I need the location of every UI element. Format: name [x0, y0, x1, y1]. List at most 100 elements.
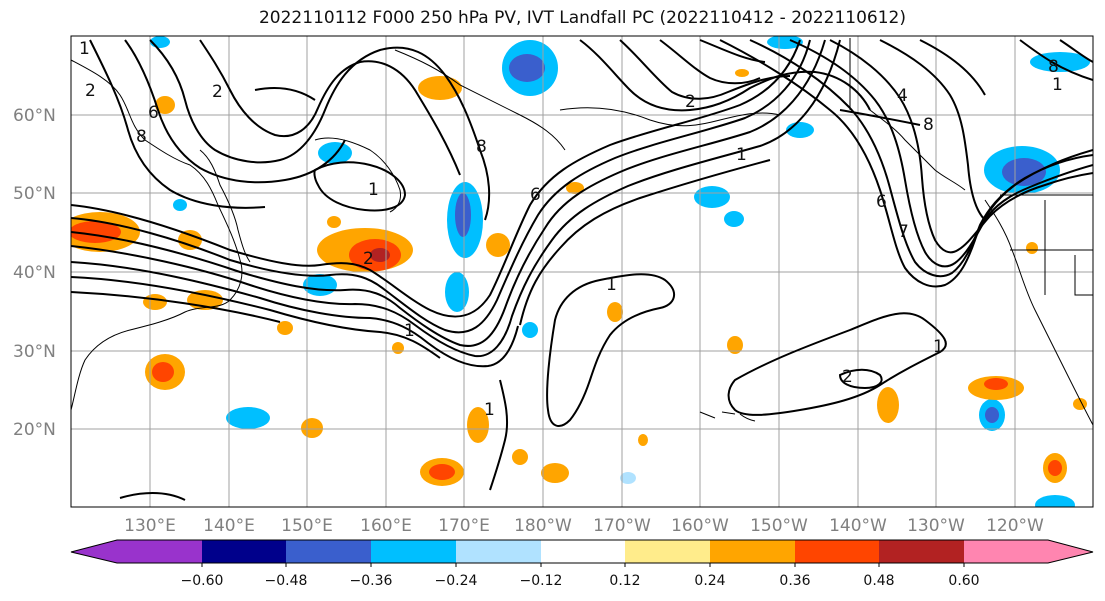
positive-anomaly-region — [1048, 460, 1062, 476]
contour-label: 8 — [1048, 57, 1059, 77]
longitude-label: 120°W — [986, 516, 1044, 536]
longitude-label: 180°W — [514, 516, 572, 536]
colorbar-tick-label: 0.48 — [863, 573, 894, 589]
contour-label: 2 — [212, 82, 223, 102]
negative-anomaly-region — [445, 272, 469, 312]
latitude-axis: 60°N 50°N 40°N 30°N 20°N — [13, 106, 56, 440]
negative-anomaly-region — [985, 407, 999, 423]
longitude-label: 160°W — [671, 516, 729, 536]
contour-label: 1 — [1052, 75, 1063, 95]
colorbar-tick-label: 0.60 — [948, 573, 979, 589]
colorbar-segment — [371, 540, 456, 563]
positive-anomaly-region — [512, 449, 528, 465]
contour-label: 4 — [897, 86, 908, 106]
positive-anomaly-region — [429, 464, 455, 480]
colorbar: −0.60 −0.48 −0.36 −0.24 −0.12 0.12 0.24 … — [70, 539, 1094, 589]
positive-anomaly-region — [301, 418, 323, 438]
contour-label: 1 — [484, 400, 495, 420]
positive-anomaly-region — [467, 407, 489, 443]
negative-anomaly-region — [173, 199, 187, 211]
contour-label: 1 — [404, 321, 415, 341]
colorbar-segment — [710, 540, 795, 563]
contour-label: 2 — [842, 367, 853, 387]
colorbar-segment — [202, 540, 286, 563]
positive-anomaly-region — [370, 248, 390, 262]
negative-anomaly-region — [724, 211, 744, 227]
positive-anomaly-region — [727, 336, 743, 354]
positive-anomaly-region — [735, 69, 749, 77]
contour-label: 1 — [606, 275, 617, 295]
colorbar-segment — [541, 540, 625, 563]
contour-label: 6 — [148, 103, 159, 123]
positive-anomaly-region — [486, 233, 510, 257]
map-frame — [70, 35, 1094, 508]
positive-anomaly-region — [152, 362, 174, 382]
positive-anomaly-region — [143, 294, 167, 310]
colorbar-tick-label: −0.12 — [520, 573, 563, 589]
negative-anomaly-region — [767, 36, 803, 49]
colorbar-segment — [795, 540, 879, 563]
colorbar-segment — [879, 540, 964, 563]
contour-label: 7 — [898, 222, 909, 242]
contour-label: 2 — [685, 92, 696, 112]
contour-label: 6 — [876, 192, 887, 212]
longitude-label: 170°E — [438, 516, 490, 536]
latitude-label: 30°N — [13, 342, 56, 362]
colorbar-extend-low — [71, 540, 117, 563]
positive-anomaly-region — [178, 230, 202, 250]
positive-anomaly-region — [541, 463, 569, 483]
negative-anomaly-region — [455, 193, 471, 237]
contour-label: 8 — [923, 115, 934, 135]
contour-label: 1 — [736, 145, 747, 165]
negative-anomaly-region — [1002, 158, 1046, 186]
contour-label: 2 — [363, 249, 374, 269]
longitude-axis: 130°E 140°E 150°E 160°E 170°E 180°W 170°… — [124, 516, 1044, 536]
map-title: 2022110112 F000 250 hPa PV, IVT Landfall… — [258, 8, 906, 28]
longitude-label: 150°W — [750, 516, 808, 536]
colorbar-segment — [456, 540, 541, 563]
colorbar-outline — [70, 539, 1094, 564]
positive-anomaly-region — [392, 342, 404, 354]
colorbar-tick-label: 0.24 — [694, 573, 725, 589]
positive-anomaly-region — [277, 321, 293, 335]
positive-anomaly-region — [418, 76, 462, 100]
colorbar-segment — [286, 540, 371, 563]
latitude-label: 50°N — [13, 184, 56, 204]
longitude-label: 130°E — [124, 516, 176, 536]
negative-anomaly-region — [694, 186, 730, 208]
positive-anomaly-region — [984, 378, 1008, 390]
positive-anomaly-region — [607, 302, 623, 322]
contour-label: 8 — [136, 127, 147, 147]
negative-anomaly-region — [509, 54, 545, 82]
negative-anomaly-region — [318, 142, 352, 164]
colorbar-extend-high — [1048, 540, 1093, 563]
colorbar-segment — [117, 540, 202, 563]
negative-anomaly-region — [1035, 495, 1075, 507]
contour-label: 1 — [933, 337, 944, 357]
contour-label-layer: 1 2 4 6 8 1 2 8 1 2 6 8 1 2 8 7 6 1 1 2 … — [79, 39, 1063, 420]
positive-anomaly-region — [1026, 242, 1038, 254]
longitude-label: 160°E — [360, 516, 412, 536]
longitude-label: 130°W — [907, 516, 965, 536]
contour-label: 1 — [79, 39, 90, 59]
longitude-label: 150°E — [281, 516, 333, 536]
longitude-label: 140°E — [203, 516, 255, 536]
colorbar-tick-label: −0.24 — [435, 573, 478, 589]
positive-anomaly-region — [877, 387, 899, 423]
longitude-label: 170°W — [593, 516, 651, 536]
positive-anomaly-region — [155, 96, 175, 114]
negative-anomaly-region — [522, 322, 538, 338]
positive-anomaly-region — [566, 182, 584, 194]
colorbar-tick-label: 0.36 — [779, 573, 810, 589]
negative-anomaly-region — [303, 274, 337, 296]
positive-anomaly-region — [638, 434, 648, 446]
contour-label: 6 — [530, 185, 541, 205]
negative-anomaly-region — [620, 472, 636, 484]
coastlines — [71, 38, 1093, 426]
pv-contour-lines — [71, 39, 1093, 501]
colorbar-tick-label: −0.60 — [181, 573, 224, 589]
colorbar-tick-label: 0.12 — [609, 573, 640, 589]
colorbar-segment — [964, 540, 1048, 563]
positive-anomaly-region — [327, 216, 341, 228]
